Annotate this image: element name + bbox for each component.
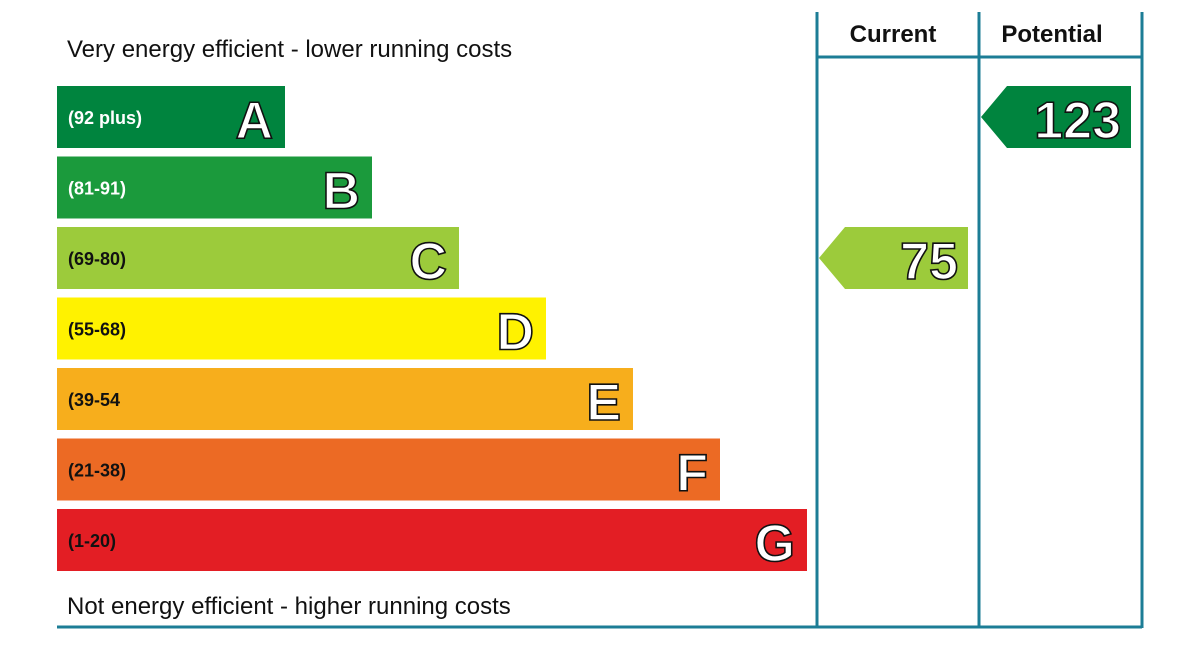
band-e: (39-54 E [57,368,633,433]
band-bar [57,227,459,289]
band-f: (21-38) F [57,438,720,503]
potential-column-header: Potential [1001,21,1102,48]
band-bar [57,86,285,148]
band-range-label: (55-68) [68,320,126,340]
current-rating: 75 [819,227,968,292]
band-c: (69-80) C [57,227,459,292]
band-range-label: (81-91) [68,179,126,199]
band-range-label: (1-20) [68,531,116,551]
band-letter: B [322,163,360,221]
band-letter: C [409,233,447,291]
band-range-label: (39-54 [68,390,120,410]
band-letter: F [676,445,708,503]
potential-rating: 123 [981,86,1131,151]
band-bar [57,368,633,430]
band-range-label: (21-38) [68,461,126,481]
band-a: (92 plus) A [57,86,285,151]
rating-markers: 75 123 [819,86,1131,292]
potential-rating-value: 123 [1034,92,1121,150]
rating-bands: (92 plus) A (81-91) B (69-80) C (55-68) D (39-54… [57,86,807,574]
chart-frame [57,12,1144,629]
band-bar [57,156,372,219]
band-bar [57,438,720,501]
top-caption: Very energy efficient - lower running co… [67,36,512,63]
band-range-label: (92 plus) [68,108,142,128]
band-letter: A [235,92,273,150]
band-bar [57,509,807,571]
band-letter: E [586,374,621,432]
band-d: (55-68) D [57,297,546,362]
band-bar [57,297,546,360]
current-rating-arrow [819,227,968,289]
band-g: (1-20) G [57,509,807,574]
current-rating-value: 75 [900,233,958,291]
band-letter: G [755,515,795,573]
bottom-caption: Not energy efficient - higher running co… [67,593,511,620]
current-column-header: Current [850,21,937,48]
band-range-label: (69-80) [68,249,126,269]
potential-rating-arrow [981,86,1131,148]
band-b: (81-91) B [57,156,372,221]
band-letter: D [496,304,534,362]
